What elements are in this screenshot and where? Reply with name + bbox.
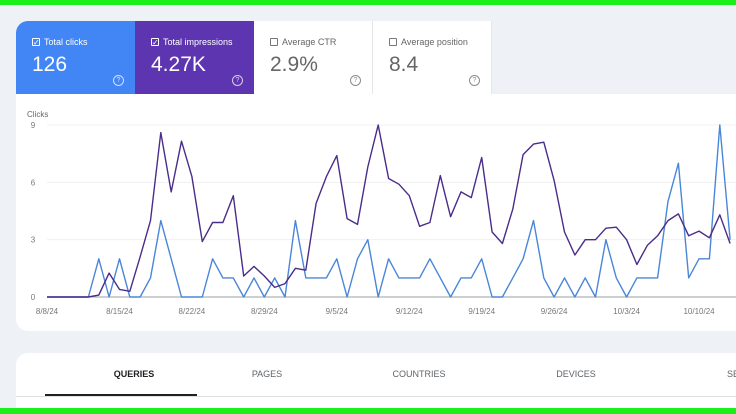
metric-cards: ✓ Total clicks 126 ? ✓ Total impressions 4… [16,21,492,94]
help-icon[interactable]: ? [350,75,361,86]
metric-label: Average position [401,37,468,47]
tabs-divider [16,396,736,397]
metric-value: 126 [32,53,68,76]
x-tick-label: 9/12/24 [396,307,423,316]
tab-countries[interactable]: COUNTRIES [392,369,446,379]
performance-chart: Clicks 0 3 6 9 8/8/24 8/15/24 8/22/24 8/29/24 9/5… [27,110,736,316]
checkbox-unchecked-icon[interactable] [389,38,397,46]
metric-card-average-position[interactable]: Average position 8.4 ? [373,21,492,94]
top-border [0,0,736,5]
metric-value: 8.4 [389,53,419,76]
tab-queries[interactable]: QUERIES [113,369,155,379]
checkbox-unchecked-icon[interactable] [270,38,278,46]
x-tick-label: 9/26/24 [541,307,568,316]
x-tick-label: 10/3/24 [613,307,640,316]
x-tick-label: 10/10/24 [683,307,715,316]
help-icon[interactable]: ? [469,75,480,86]
bottom-border [0,408,736,414]
x-tick-label: 8/22/24 [179,307,206,316]
x-tick-label: 8/29/24 [251,307,278,316]
metric-label: Average CTR [282,37,337,47]
y-tick-label: 6 [31,178,36,187]
tab-pages[interactable]: PAGES [251,369,283,379]
help-icon[interactable]: ? [232,75,243,86]
metric-card-total-clicks[interactable]: ✓ Total clicks 126 ? [16,21,135,94]
y-tick-label: 0 [31,293,36,302]
performance-chart-panel: Clicks 0 3 6 9 8/8/24 8/15/24 8/22/24 8/29/24 9/5… [16,94,736,331]
checkbox-checked-icon[interactable]: ✓ [32,38,40,47]
metric-value: 2.9% [270,53,318,76]
x-tick-label: 9/5/24 [326,307,349,316]
x-tick-label: 9/19/24 [468,307,495,316]
tab-devices[interactable]: DEVICES [556,369,596,379]
metric-value: 4.27K [151,53,206,76]
checkbox-checked-icon[interactable]: ✓ [151,38,159,47]
x-tick-label: 8/15/24 [106,307,133,316]
help-icon[interactable]: ? [113,75,124,86]
metric-card-average-ctr[interactable]: Average CTR 2.9% ? [254,21,373,94]
metric-card-total-impressions[interactable]: ✓ Total impressions 4.27K ? [135,21,254,94]
clicks-series-line [47,124,731,298]
x-tick-label: 8/8/24 [36,307,59,316]
y-axis-label: Clicks [27,110,48,119]
active-tab-indicator [45,394,197,396]
impressions-series-line [47,124,731,298]
y-tick-label: 9 [31,121,36,130]
y-tick-label: 3 [31,236,36,245]
dimension-tabs-panel: QUERIES PAGES COUNTRIES DEVICES SEARCH [16,353,736,413]
tab-search-appearance[interactable]: SEARCH [727,369,736,379]
metric-label: Total impressions [163,37,233,47]
metric-label: Total clicks [44,37,88,47]
